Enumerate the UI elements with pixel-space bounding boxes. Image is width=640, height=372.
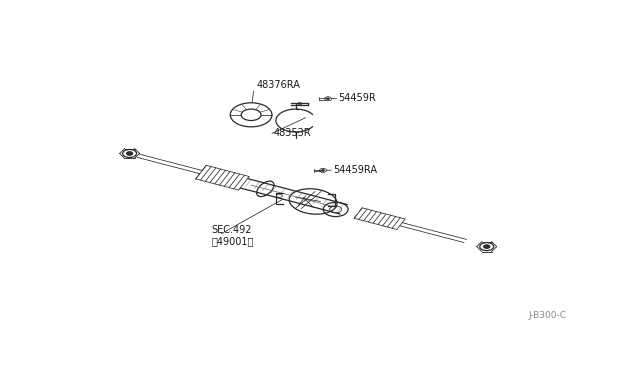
Text: J-B300-C: J-B300-C	[528, 311, 566, 320]
Circle shape	[484, 245, 490, 248]
Text: 54459RA: 54459RA	[333, 165, 377, 175]
Circle shape	[127, 152, 132, 155]
Circle shape	[326, 98, 330, 100]
Circle shape	[321, 170, 324, 171]
Text: 〄49001々: 〄49001々	[211, 236, 254, 246]
Text: 48376RA: 48376RA	[256, 80, 300, 90]
Text: 48353R: 48353R	[273, 128, 311, 138]
Text: 54459R: 54459R	[338, 93, 376, 103]
Text: SEC.492: SEC.492	[211, 225, 252, 235]
